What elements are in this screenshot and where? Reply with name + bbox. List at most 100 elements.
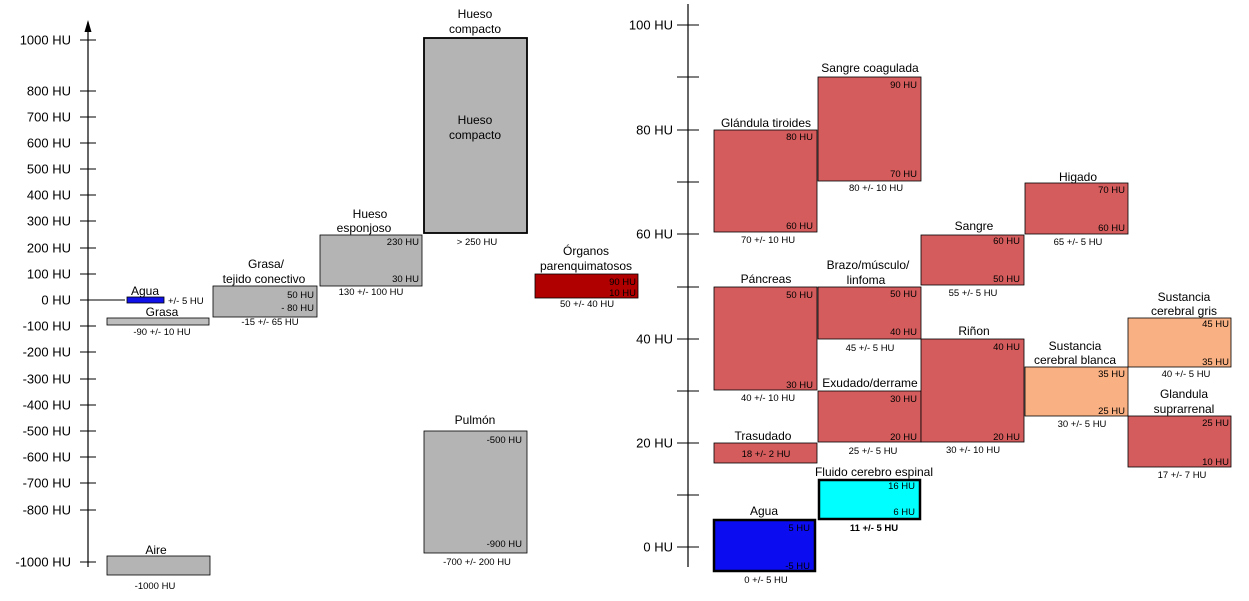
left-tick-label: 400 HU [27, 188, 71, 203]
label-hueso-esponjoso-line2: esponjoso [337, 221, 392, 235]
bottom-value-tiroides: 60 HU [786, 221, 813, 232]
box-tiroides [713, 129, 818, 233]
label-gris-line1: Sustancia [1158, 290, 1211, 304]
label-grasa-left: Grasa [146, 305, 179, 319]
label-pulmon: Pulmón [455, 413, 496, 427]
range-higado: 65 +/- 5 HU [1054, 237, 1103, 248]
left-tick-label: -100 HU [23, 319, 71, 334]
bottom-value-grasa-tejido: - 80 HU [281, 303, 314, 314]
range-pancreas: 40 +/- 10 HU [741, 393, 795, 404]
box-group-organos: Órganos parenquimatosos 90 HU 10 HU 50 +… [534, 243, 639, 310]
bottom-value-hueso-esponjoso: 30 HU [392, 274, 419, 285]
label-agua-left: Agua [131, 284, 159, 298]
left-tick-label: 1000 HU [20, 33, 71, 48]
top-value-sangre-coagulada: 90 HU [890, 80, 917, 91]
label-higado: Higado [1059, 170, 1097, 184]
range-exudado: 25 +/- 5 HU [849, 446, 898, 457]
label-grasa-tejido-line1: Grasa/ [248, 257, 285, 271]
box-hueso-esponjoso [319, 234, 423, 287]
top-value-pancreas: 50 HU [786, 290, 813, 301]
range-grasa-tejido: -15 +/- 65 HU [241, 317, 298, 328]
right-tick-label: 80 HU [636, 123, 673, 138]
box-group-rinon: Riñon 40 HU 20 HU 30 +/- 10 HU [920, 324, 1025, 456]
bottom-value-organos: 10 HU [609, 288, 636, 299]
bottom-value-gris: 35 HU [1202, 357, 1229, 368]
inner-value-trasudado: 18 +/- 2 HU [742, 449, 791, 460]
box-gris [1127, 317, 1232, 368]
top-value-hueso-esponjoso: 230 HU [387, 237, 419, 248]
top-value-exudado: 30 HU [890, 394, 917, 405]
box-sangre [920, 234, 1025, 286]
range-organos: 50 +/- 40 HU [560, 299, 614, 310]
box-blanca [1024, 366, 1129, 417]
left-axis: 1000 HU 800 HU 700 HU 600 HU 500 HU 400 HU 300… [15, 20, 125, 570]
top-value-blanca: 35 HU [1098, 369, 1125, 380]
right-axis-ticks: 100 HU 80 HU 60 HU 40 HU 20 HU 0 HU [629, 18, 699, 555]
left-tick-label: 800 HU [27, 84, 71, 99]
label-suprarrenal-line1: Glandula [1160, 387, 1208, 401]
left-tick-label: -800 HU [23, 503, 71, 518]
left-tick-label: 600 HU [27, 136, 71, 151]
bottom-value-higado: 60 HU [1098, 223, 1125, 234]
bottom-value-lcr: 6 HU [893, 507, 915, 518]
label-lcr: Fluido cerebro espinal [815, 465, 933, 479]
box-brazo [817, 286, 922, 340]
right-axis: 100 HU 80 HU 60 HU 40 HU 20 HU 0 HU [629, 4, 699, 567]
top-value-suprarrenal: 25 HU [1202, 418, 1229, 429]
box-group-grasa-tejido: Grasa/ tejido conectivo 50 HU - 80 HU -1… [212, 257, 318, 328]
label-organos-line2: parenquimatosos [540, 259, 632, 273]
box-organos [534, 273, 639, 299]
left-tick-label: -600 HU [23, 450, 71, 465]
box-group-blanca: Sustancia cerebral blanca 35 HU 25 HU 30… [1024, 339, 1129, 430]
label-agua-right: Agua [750, 504, 778, 518]
range-aire: -1000 HU [135, 581, 176, 592]
range-agua-left: +/- 5 HU [168, 296, 204, 307]
box-group-sangre: Sangre 60 HU 50 HU 55 +/- 5 HU [920, 219, 1025, 299]
box-lcr [817, 478, 922, 521]
box-group-agua-left: Agua +/- 5 HU [126, 284, 204, 307]
bottom-value-rinon: 20 HU [993, 432, 1020, 443]
left-tick-label: -500 HU [23, 424, 71, 439]
box-group-agua-right: Agua 5 HU -5 HU 0 +/- 5 HU [712, 504, 817, 586]
label-aire: Aire [145, 543, 167, 557]
label-hueso-esponjoso-line1: Hueso [353, 207, 388, 221]
left-axis-ticks: 1000 HU 800 HU 700 HU 600 HU 500 HU 400 HU 300… [15, 33, 125, 570]
box-group-tiroides: Glándula tiroides 80 HU 60 HU 70 +/- 10 … [713, 116, 818, 246]
left-tick-label: 0 HU [41, 293, 71, 308]
range-agua-right: 0 +/- 5 HU [744, 575, 788, 586]
label-blanca-line2: cerebral blanca [1034, 353, 1116, 367]
top-value-rinon: 40 HU [993, 342, 1020, 353]
left-tick-label: 500 HU [27, 162, 71, 177]
right-tick-label: 60 HU [636, 227, 673, 242]
bottom-value-sangre: 50 HU [993, 274, 1020, 285]
label-brazo-line2: linfoma [847, 273, 886, 287]
label-hueso-compacto-line2: compacto [449, 22, 501, 36]
box-group-grasa-left: Grasa -90 +/- 10 HU [106, 305, 210, 338]
box-group-hueso-esponjoso: Hueso esponjoso 230 HU 30 HU 130 +/- 100… [319, 207, 423, 298]
top-value-pulmon: -500 HU [487, 435, 523, 446]
range-suprarrenal: 17 +/- 7 HU [1158, 470, 1207, 481]
bottom-value-brazo: 40 HU [890, 327, 917, 338]
bottom-value-sangre-coagulada: 70 HU [890, 169, 917, 180]
box-group-trasudado: Trasudado 18 +/- 2 HU [713, 429, 818, 464]
box-group-pancreas: Páncreas 50 HU 30 HU 40 +/- 10 HU [713, 272, 818, 404]
box-group-suprarrenal: Glandula suprarrenal 25 HU 10 HU 17 +/- … [1127, 387, 1232, 481]
left-tick-label: -400 HU [23, 398, 71, 413]
box-group-exudado: Exudado/derrame 30 HU 20 HU 25 +/- 5 HU [817, 376, 922, 457]
label-gris-line2: cerebral gris [1151, 304, 1217, 318]
label-organos-line1: Órganos [563, 243, 609, 258]
right-tick-label: 0 HU [643, 540, 673, 555]
box-exudado [817, 390, 922, 443]
left-tick-label: 700 HU [27, 110, 71, 125]
box-pulmon [423, 430, 528, 554]
right-tick-label: 40 HU [636, 332, 673, 347]
box-aire [106, 555, 211, 576]
label-suprarrenal-line2: suprarrenal [1154, 402, 1215, 416]
range-tiroides: 70 +/- 10 HU [741, 235, 795, 246]
right-tick-label: 100 HU [629, 18, 673, 33]
bottom-value-exudado: 20 HU [890, 432, 917, 443]
box-agua-left [126, 296, 165, 304]
range-lcr: 11 +/- 5 HU [850, 523, 898, 534]
